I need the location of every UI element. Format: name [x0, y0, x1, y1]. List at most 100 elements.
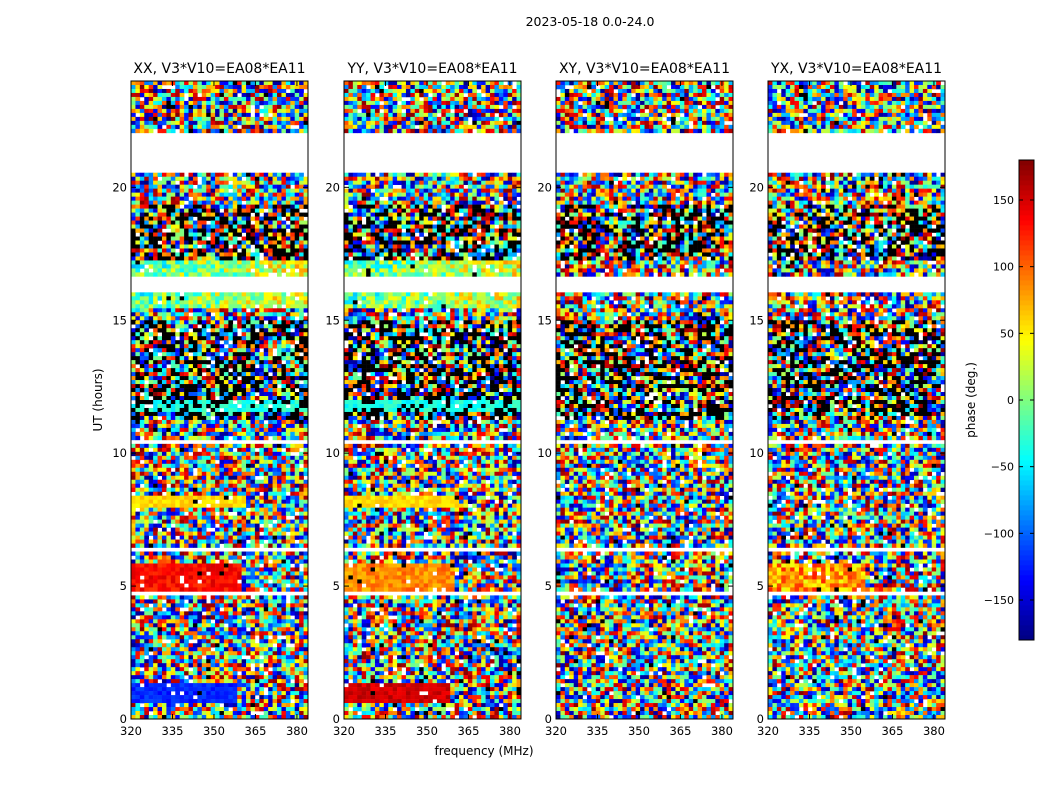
heatmap-cell	[210, 475, 216, 481]
heatmap-cell	[206, 308, 211, 313]
heatmap-cell	[131, 595, 136, 600]
heatmap-cell	[237, 523, 242, 528]
heatmap-cell	[232, 84, 238, 90]
heatmap-cell	[153, 300, 158, 305]
heatmap-cell	[281, 407, 287, 413]
heatmap-cell	[237, 340, 242, 345]
heatmap-cell	[223, 116, 229, 122]
heatmap-cell	[219, 595, 225, 600]
heatmap-cell	[241, 332, 247, 337]
heatmap-cell	[232, 256, 238, 261]
heatmap-cell	[166, 196, 172, 201]
heatmap-cell	[144, 427, 149, 433]
heatmap-cell	[179, 559, 185, 564]
heatmap-cell	[219, 471, 225, 477]
heatmap-cell	[228, 615, 234, 620]
heatmap-cell	[250, 503, 256, 508]
heatmap-cell	[281, 615, 287, 620]
heatmap-cell	[210, 308, 216, 313]
heatmap-cell	[268, 392, 273, 397]
heatmap-cell	[131, 120, 136, 126]
heatmap-cell	[272, 471, 278, 477]
heatmap-cell	[232, 244, 238, 249]
heatmap-cell	[206, 659, 211, 664]
heatmap-cell	[188, 84, 194, 90]
heatmap-cell	[170, 324, 176, 329]
heatmap-cell	[210, 120, 216, 126]
heatmap-cell	[170, 503, 176, 508]
heatmap-cell	[219, 364, 225, 369]
heatmap-cell	[285, 296, 291, 301]
heatmap-cell	[281, 84, 287, 90]
heatmap-cell	[250, 304, 256, 309]
heatmap-cell	[148, 200, 154, 205]
heatmap-cell	[285, 304, 291, 309]
heatmap-cell	[259, 324, 265, 329]
heatmap-cell	[166, 120, 172, 126]
heatmap-cell	[201, 388, 207, 393]
heatmap-cell	[197, 224, 203, 229]
heatmap-cell	[246, 567, 251, 572]
heatmap-cell	[166, 400, 172, 405]
heatmap-cell	[232, 659, 238, 664]
heatmap-cell	[241, 216, 247, 221]
heatmap-cell	[179, 368, 185, 373]
heatmap-cell	[232, 527, 238, 532]
heatmap-cell	[201, 507, 207, 512]
heatmap-cell	[294, 479, 300, 485]
heatmap-cell	[179, 260, 185, 265]
heatmap-cell	[135, 81, 141, 86]
heatmap-cell	[188, 523, 194, 528]
heatmap-cell	[139, 579, 145, 584]
heatmap-cell	[144, 467, 149, 473]
heatmap-cell	[285, 81, 291, 86]
heatmap-cell	[254, 411, 260, 417]
heatmap-cell	[215, 352, 220, 357]
heatmap-cell	[131, 563, 136, 568]
heatmap-cell	[254, 380, 260, 385]
heatmap-cell	[188, 595, 194, 600]
heatmap-cell	[299, 559, 304, 564]
heatmap-cell	[144, 360, 149, 365]
heatmap-cell	[210, 320, 216, 325]
heatmap-cell	[303, 627, 309, 632]
heatmap-cell	[299, 431, 304, 437]
heatmap-cell	[232, 208, 238, 213]
heatmap-cell	[215, 316, 220, 321]
heatmap-cell	[201, 352, 207, 357]
heatmap-cell	[206, 104, 211, 110]
heatmap-cell	[246, 463, 251, 469]
heatmap-cell	[210, 336, 216, 341]
heatmap-cell	[135, 328, 141, 333]
heatmap-cell	[184, 252, 189, 257]
heatmap-cell	[259, 615, 265, 620]
heatmap-cell	[131, 360, 136, 365]
heatmap-cell	[250, 232, 256, 237]
heatmap-cell	[148, 260, 154, 265]
heatmap-cell	[166, 667, 172, 672]
heatmap-cell	[148, 483, 154, 489]
heatmap-cell	[144, 192, 149, 197]
heatmap-cell	[215, 128, 220, 134]
heatmap-cell	[281, 344, 287, 349]
heatmap-cell	[201, 523, 207, 528]
heatmap-cell	[179, 515, 185, 520]
heatmap-cell	[223, 639, 229, 644]
heatmap-cell	[232, 368, 238, 373]
heatmap-cell	[157, 340, 163, 345]
heatmap-cell	[299, 575, 304, 580]
heatmap-cell	[294, 623, 300, 628]
heatmap-cell	[175, 272, 180, 277]
heatmap-cell	[215, 216, 220, 221]
heatmap-cell	[254, 527, 260, 532]
heatmap-cell	[272, 463, 278, 469]
heatmap-cell	[246, 523, 251, 528]
heatmap-cell	[179, 120, 185, 126]
heatmap-cell	[166, 124, 172, 130]
heatmap-cell	[179, 356, 185, 361]
heatmap-cell	[139, 615, 145, 620]
heatmap-cell	[139, 611, 145, 616]
heatmap-cell	[175, 340, 180, 345]
heatmap-cell	[175, 511, 180, 516]
heatmap-cell	[299, 332, 304, 337]
